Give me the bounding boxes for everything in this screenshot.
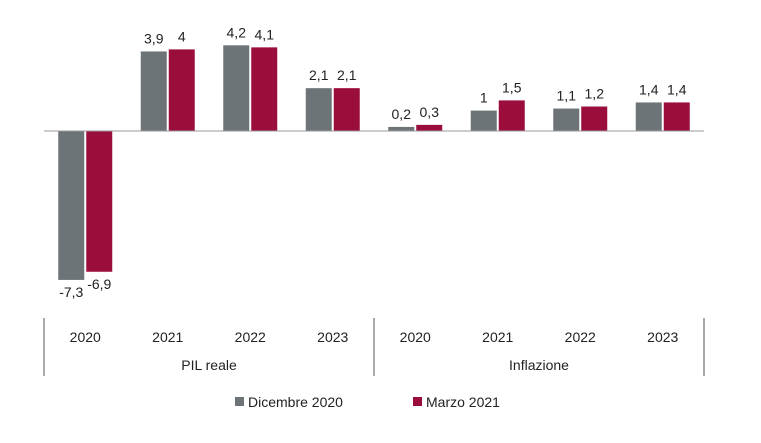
bar	[416, 124, 443, 131]
bar	[388, 126, 415, 131]
data-label: -7,3	[59, 284, 83, 300]
data-label: 1,2	[585, 86, 605, 102]
bar	[581, 106, 608, 131]
group-label: PIL reale	[181, 357, 237, 373]
bar	[140, 51, 167, 131]
bar	[635, 102, 662, 131]
bar	[333, 88, 360, 131]
bar	[251, 47, 278, 131]
legend-swatch	[235, 397, 244, 406]
bar	[168, 49, 195, 131]
data-label: 1,4	[667, 81, 687, 97]
data-label: 4,1	[255, 26, 275, 42]
x-tick-label: 2020	[70, 329, 101, 345]
legend-swatch	[413, 397, 422, 406]
data-label: 2,1	[337, 67, 357, 83]
bar	[58, 131, 85, 280]
bar	[305, 88, 332, 131]
bar	[470, 110, 497, 131]
data-label: 1,5	[502, 79, 522, 95]
data-label: -6,9	[87, 276, 111, 292]
legend-label: Marzo 2021	[426, 394, 500, 410]
bar	[86, 131, 113, 272]
bar	[223, 45, 250, 131]
x-tick-label: 2020	[400, 329, 431, 345]
bar	[663, 102, 690, 131]
data-label: 3,9	[144, 30, 164, 46]
x-tick-label: 2022	[565, 329, 596, 345]
bar	[553, 108, 580, 131]
x-tick-label: 2023	[317, 329, 348, 345]
data-label: 4,2	[227, 24, 247, 40]
x-tick-label: 2022	[235, 329, 266, 345]
group-label: Inflazione	[509, 357, 569, 373]
data-label: 0,3	[420, 104, 440, 120]
data-label: 0,2	[392, 106, 412, 122]
x-tick-label: 2023	[647, 329, 678, 345]
data-label: 4	[178, 28, 186, 44]
data-label: 1	[480, 90, 488, 106]
legend-label: Dicembre 2020	[248, 394, 343, 410]
data-label: 1,4	[639, 81, 659, 97]
x-tick-label: 2021	[152, 329, 183, 345]
bar	[498, 100, 525, 131]
data-label: 2,1	[309, 67, 329, 83]
x-tick-label: 2021	[482, 329, 513, 345]
data-label: 1,1	[557, 88, 577, 104]
